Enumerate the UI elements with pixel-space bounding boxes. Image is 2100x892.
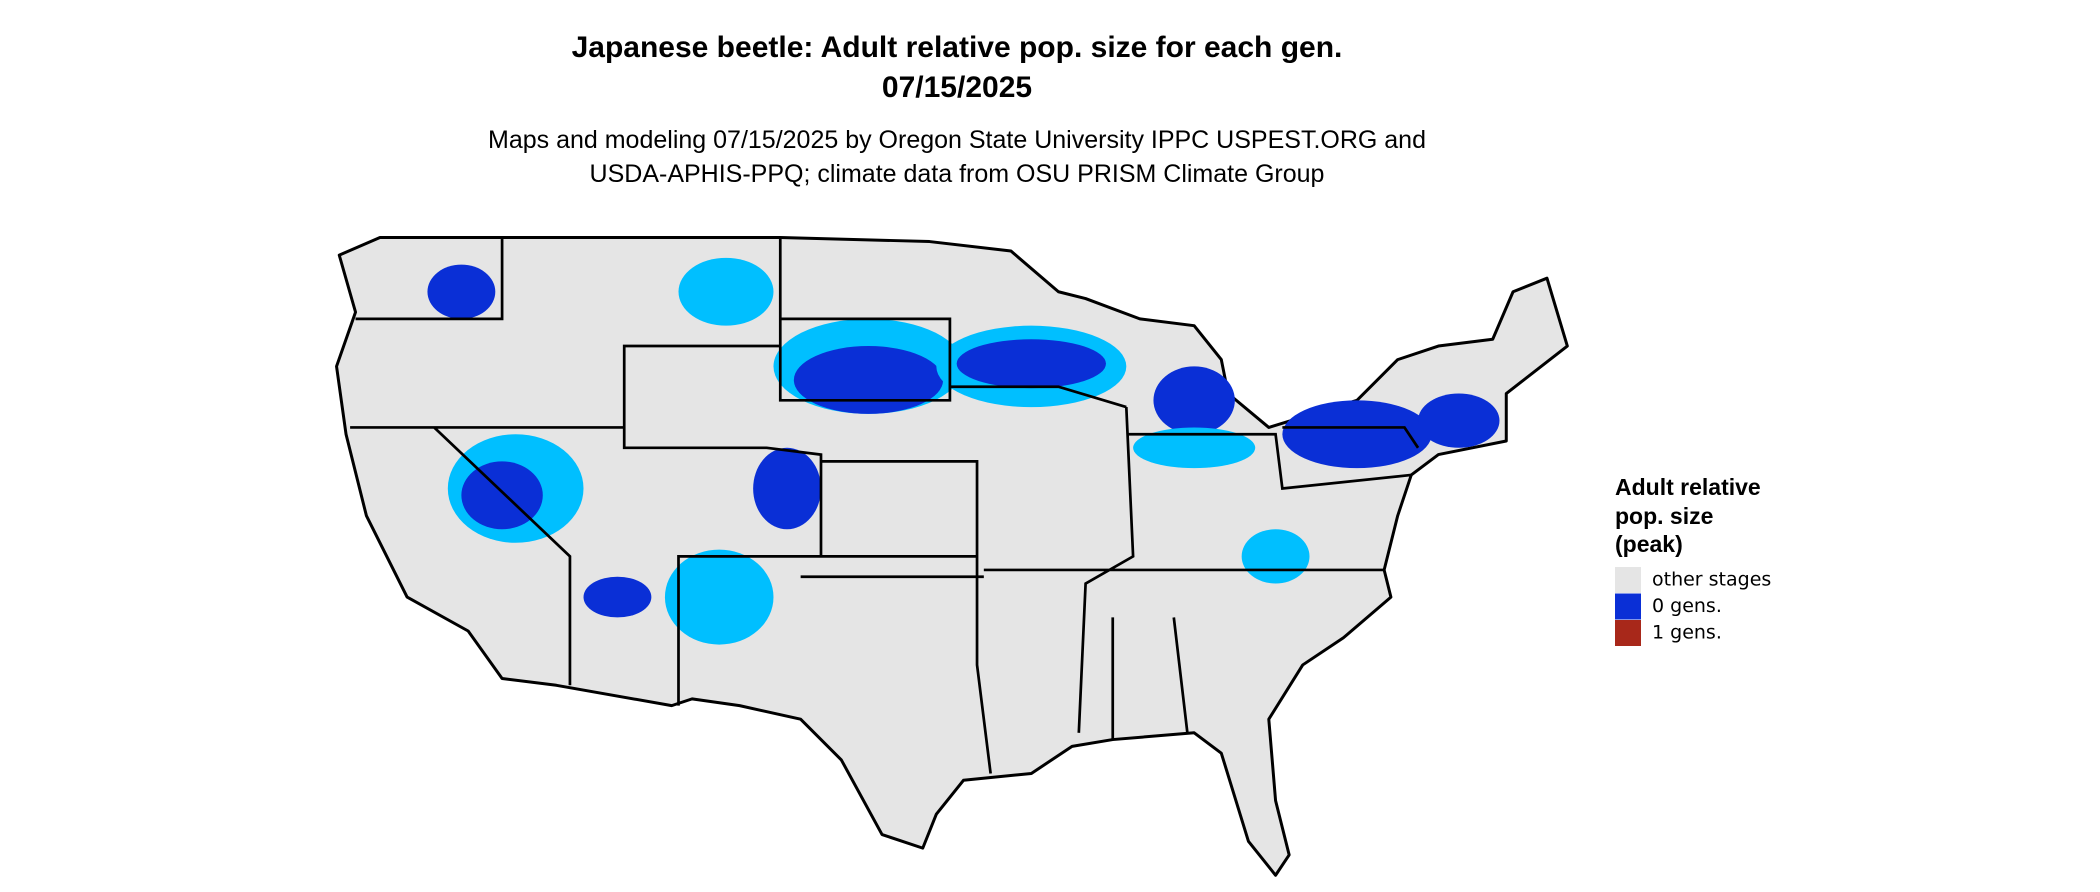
legend: Adult relative pop. size (peak) other st… xyxy=(1615,474,1771,646)
legend-swatch xyxy=(1615,567,1641,593)
legend-title: pop. size xyxy=(1615,503,1713,529)
state-borders xyxy=(350,237,1420,774)
subtitle-line: USDA-APHIS-PPQ; climate data from OSU PR… xyxy=(590,160,1325,188)
pest-region xyxy=(956,339,1106,389)
map xyxy=(335,235,1569,877)
pest-regions xyxy=(427,257,1500,645)
pest-region xyxy=(1282,400,1432,469)
legend-title: (peak) xyxy=(1615,531,1683,557)
legend-label: 0 gens. xyxy=(1652,595,1722,617)
pest-region xyxy=(1241,529,1310,584)
legend-swatch xyxy=(1615,593,1641,620)
legend-label: other stages xyxy=(1652,569,1771,591)
pest-region xyxy=(583,576,652,618)
pest-region xyxy=(1418,393,1500,448)
pest-region xyxy=(678,257,774,326)
pest-region xyxy=(427,264,496,319)
legend-swatch xyxy=(1615,620,1641,646)
pest-region xyxy=(793,346,944,414)
pest-region xyxy=(753,447,821,530)
legend-title: Adult relative xyxy=(1615,474,1761,500)
pest-region xyxy=(1153,366,1235,435)
pest-region xyxy=(1133,427,1256,469)
pest-region xyxy=(664,549,774,645)
subtitle-line: Maps and modeling 07/15/2025 by Oregon S… xyxy=(488,126,1426,154)
title-line: Japanese beetle: Adult relative pop. siz… xyxy=(572,31,1343,64)
title-line: 07/15/2025 xyxy=(882,71,1032,104)
legend-label: 1 gens. xyxy=(1652,622,1722,644)
